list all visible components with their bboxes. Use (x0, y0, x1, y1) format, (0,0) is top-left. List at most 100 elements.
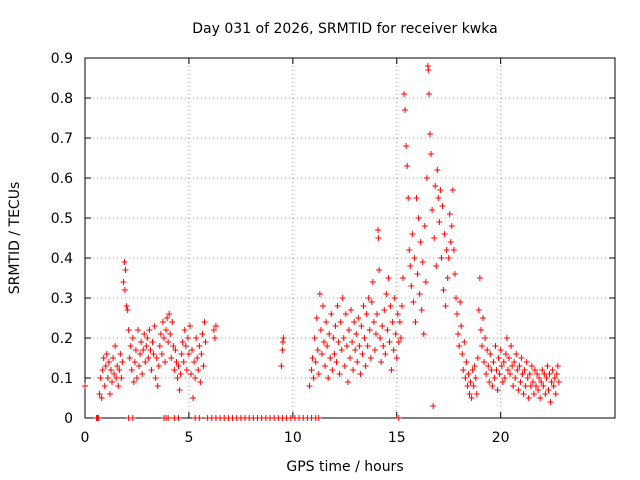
data-point (441, 231, 448, 237)
data-point (473, 391, 480, 397)
data-point (388, 367, 395, 373)
data-point (133, 375, 140, 381)
data-point (506, 355, 512, 361)
data-point (490, 359, 497, 365)
data-point (123, 303, 130, 309)
data-point (167, 331, 174, 337)
data-point (468, 395, 475, 401)
data-point (153, 355, 160, 361)
data-point (459, 351, 466, 357)
data-point (279, 347, 286, 353)
data-point (435, 195, 442, 201)
data-point (495, 355, 502, 361)
data-point (449, 187, 456, 193)
data-point (165, 339, 172, 345)
y-tick-label: 0.1 (51, 371, 73, 387)
data-point (100, 355, 107, 361)
data-point (194, 355, 201, 361)
data-point (383, 291, 390, 297)
data-point (343, 343, 350, 349)
data-point (512, 375, 519, 381)
data-point (408, 283, 415, 289)
data-point (315, 371, 322, 377)
data-point (446, 211, 453, 217)
data-point (334, 303, 341, 309)
data-point (485, 363, 492, 369)
data-point (324, 343, 331, 349)
x-tick-label: 5 (184, 430, 193, 446)
data-point (429, 207, 436, 213)
data-point (384, 327, 391, 333)
data-point (190, 395, 197, 401)
data-point (137, 351, 144, 357)
data-point (144, 335, 151, 341)
data-point (476, 275, 483, 281)
data-point (196, 343, 203, 349)
data-point (527, 383, 534, 389)
data-point (172, 347, 179, 353)
data-point (469, 367, 476, 373)
data-point (278, 363, 285, 369)
data-point (414, 271, 421, 277)
data-point (526, 371, 533, 377)
data-point (132, 347, 139, 353)
data-point (331, 351, 338, 357)
x-tick-label: 0 (81, 430, 90, 446)
data-point (461, 339, 468, 345)
plot-frame (84, 57, 616, 419)
data-point (313, 315, 320, 321)
data-point (549, 367, 556, 373)
data-point (497, 347, 504, 353)
data-point (166, 311, 173, 317)
data-point (553, 371, 560, 377)
data-point (312, 359, 319, 365)
data-point (189, 347, 196, 353)
data-point (542, 391, 549, 397)
data-point (145, 355, 152, 361)
data-point (492, 343, 499, 349)
chart-title: Day 031 of 2026, SRMTID for receiver kwk… (192, 21, 497, 37)
data-point (164, 315, 171, 321)
data-point (438, 255, 445, 261)
data-point (199, 331, 206, 337)
data-point (98, 395, 105, 401)
data-point (139, 371, 146, 377)
data-point (510, 383, 517, 389)
data-point (454, 311, 461, 317)
data-point (456, 343, 463, 349)
data-point (125, 327, 132, 333)
data-point (436, 219, 443, 225)
data-point (128, 367, 135, 373)
data-point (143, 343, 150, 349)
data-point (370, 319, 377, 325)
data-point (358, 323, 365, 329)
data-point (419, 259, 426, 265)
data-point (121, 259, 128, 265)
data-point (131, 359, 138, 365)
data-point (103, 351, 110, 357)
data-point (162, 359, 169, 365)
data-point (165, 415, 172, 421)
data-point (279, 339, 286, 345)
data-point (379, 323, 386, 329)
y-axis-label: SRMTID / TECUs (7, 182, 23, 295)
data-point (498, 363, 505, 369)
data-point (183, 367, 190, 373)
data-point (196, 415, 203, 421)
data-point (464, 383, 471, 389)
data-point (328, 311, 335, 317)
y-tick-label: 0.2 (51, 331, 73, 347)
data-point (442, 303, 449, 309)
data-point (112, 343, 119, 349)
data-point (154, 383, 161, 389)
data-point (474, 355, 481, 361)
data-point (345, 327, 352, 333)
data-point (544, 363, 551, 369)
data-point (412, 319, 419, 325)
data-point (401, 91, 408, 97)
data-point (314, 347, 321, 353)
data-point (539, 367, 546, 373)
data-point (356, 343, 363, 349)
data-point (413, 195, 420, 201)
data-point (524, 375, 531, 381)
